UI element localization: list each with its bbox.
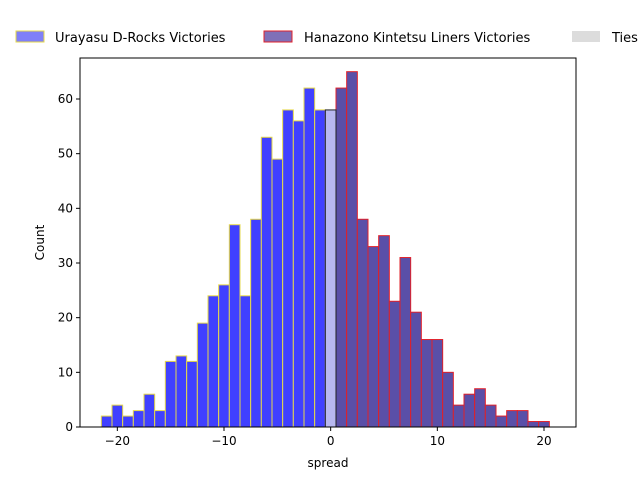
hanazono-bar — [538, 421, 550, 428]
urayasu-bar — [250, 218, 262, 428]
urayasu-bar — [260, 136, 273, 428]
hanazono-bar — [484, 404, 497, 428]
urayasu-bar — [303, 87, 316, 428]
hanazono-bar — [356, 218, 369, 428]
y-tick-label: 20 — [58, 311, 73, 325]
legend-label: Urayasu D-Rocks Victories — [55, 31, 226, 46]
urayasu-bar — [111, 404, 124, 428]
y-tick-label: 30 — [58, 256, 73, 270]
hanazono-bar — [346, 71, 358, 428]
x-tick-label: 0 — [327, 434, 335, 448]
urayasu-bar — [228, 224, 241, 428]
urayasu-bar — [164, 360, 177, 428]
urayasu-bar — [186, 360, 198, 428]
hanazono-bar — [495, 415, 508, 428]
urayasu-bar — [239, 295, 252, 428]
ties-bar — [324, 109, 337, 428]
urayasu-bar — [154, 410, 166, 428]
legend-label: Hanazono Kintetsu Liners Victories — [304, 31, 530, 46]
legend-swatch — [15, 30, 45, 43]
urayasu-bar — [282, 109, 294, 428]
plot-frame — [79, 57, 577, 428]
hanazono-bar — [378, 235, 390, 428]
hanazono-bar — [388, 300, 401, 428]
hanazono-bar — [442, 371, 454, 428]
hanazono-bar — [431, 339, 444, 428]
y-tick-label: 40 — [58, 201, 73, 215]
y-tick-label: 50 — [58, 147, 73, 161]
urayasu-bar — [196, 322, 209, 428]
y-axis-label: Count — [33, 224, 47, 260]
x-tick-label: −10 — [211, 434, 236, 448]
y-axis-ticks: 0 10 20 30 40 50 60 — [58, 92, 80, 434]
legend-label: Ties — [611, 31, 638, 46]
urayasu-bar — [218, 284, 230, 428]
urayasu-bar — [175, 355, 188, 428]
hanazono-bar — [399, 257, 412, 428]
hanazono-bar — [516, 410, 529, 428]
hanazono-bar — [463, 393, 476, 428]
x-axis-label: spread — [308, 456, 349, 470]
hanazono-bar — [335, 87, 348, 428]
y-tick-label: 60 — [58, 92, 73, 106]
hanazono-bar — [474, 388, 486, 428]
hanazono-bar — [452, 404, 465, 428]
hanazono-bar — [367, 246, 380, 428]
urayasu-bar — [122, 415, 134, 428]
y-tick-label: 0 — [65, 420, 73, 434]
x-tick-label: 10 — [430, 434, 445, 448]
legend: Urayasu D-Rocks Victories Hanazono Kintet… — [15, 30, 638, 46]
urayasu-bar — [292, 120, 305, 428]
urayasu-bar — [207, 295, 220, 428]
hanazono-bar — [506, 410, 518, 428]
urayasu-bar — [132, 410, 145, 428]
hanazono-bar — [420, 339, 433, 428]
bars-layer — [100, 71, 550, 428]
x-tick-label: 20 — [536, 434, 551, 448]
x-axis-ticks: −20 −10 0 10 20 — [105, 427, 552, 448]
hanazono-bar — [410, 311, 422, 428]
urayasu-bar — [271, 158, 284, 428]
urayasu-bar — [314, 109, 326, 428]
x-tick-label: −20 — [105, 434, 130, 448]
y-tick-label: 10 — [58, 365, 73, 379]
urayasu-bar — [100, 415, 113, 428]
legend-swatch — [572, 31, 600, 42]
urayasu-bar — [143, 393, 156, 428]
legend-swatch — [263, 30, 293, 43]
hanazono-bar — [527, 421, 540, 428]
